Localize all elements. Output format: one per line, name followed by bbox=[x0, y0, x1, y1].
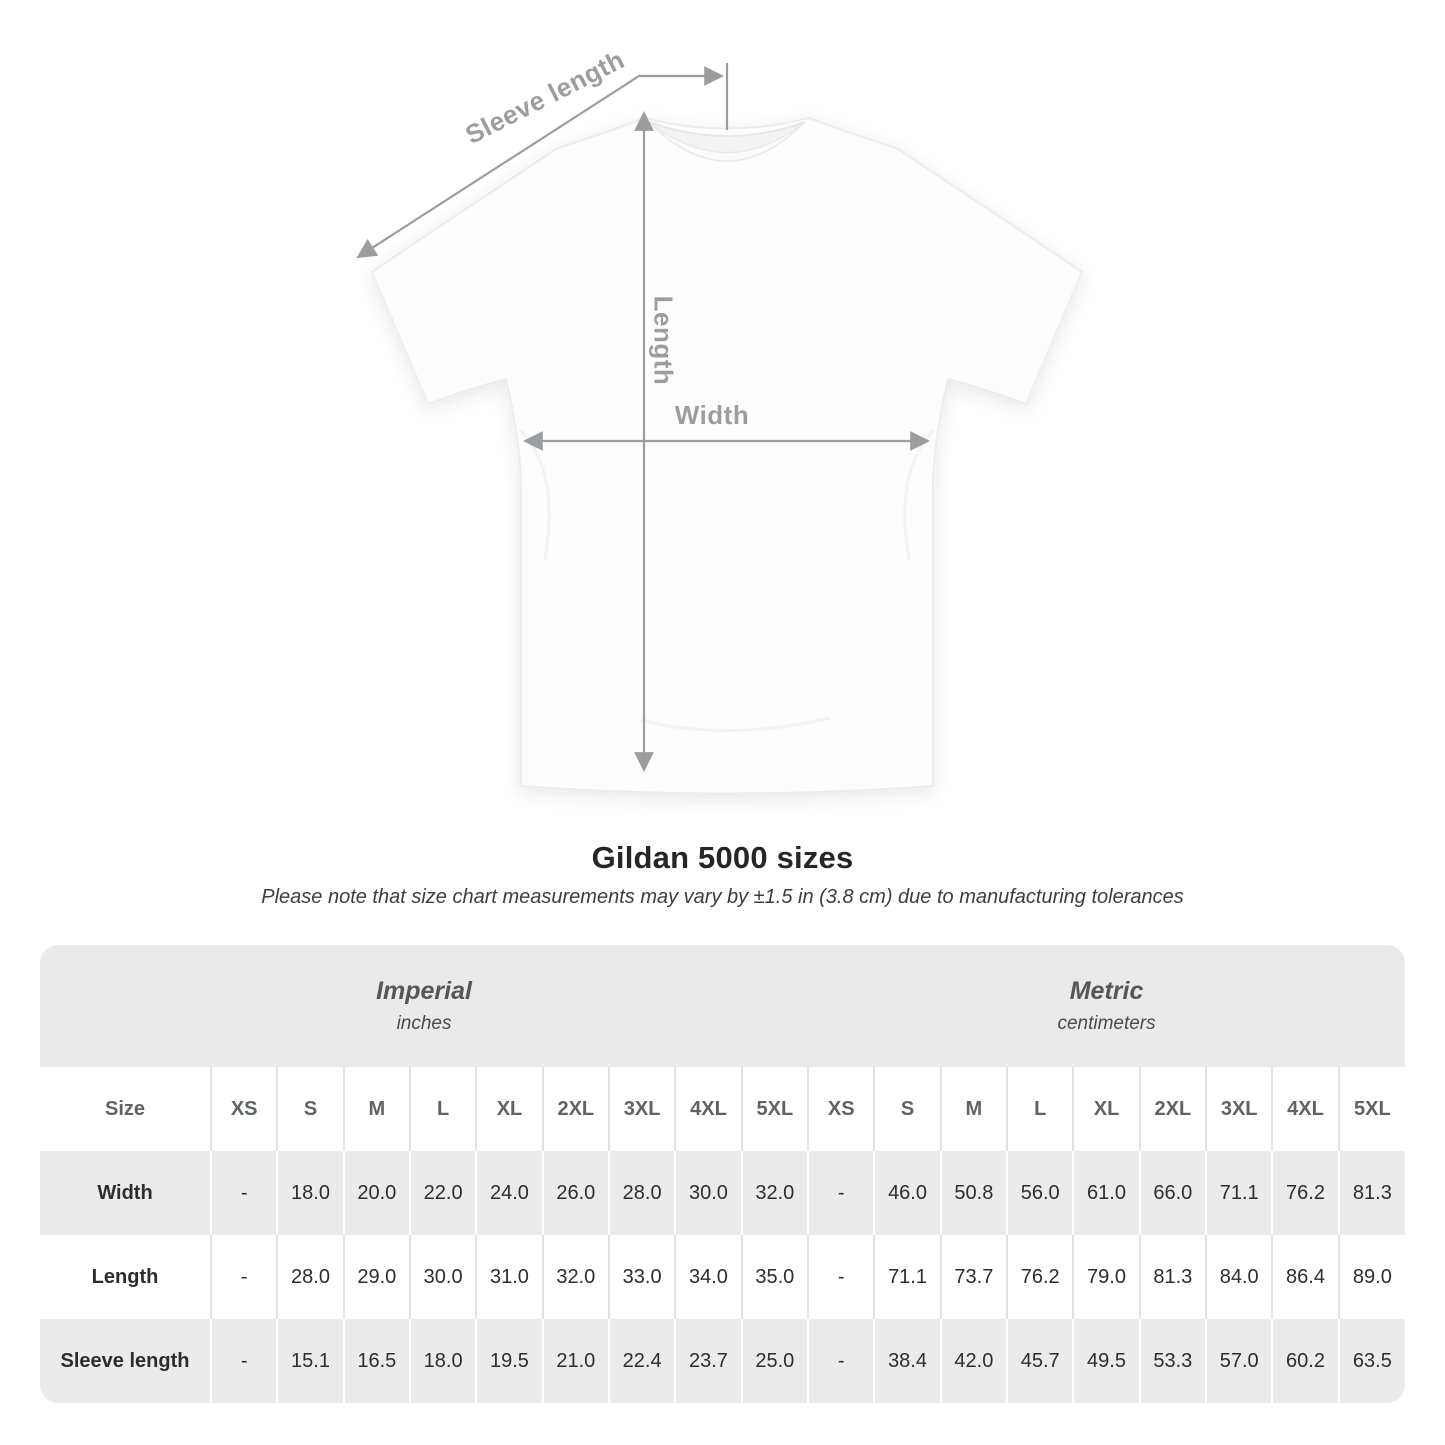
value-cell: 79.0 bbox=[1072, 1235, 1140, 1319]
value-cell: 18.0 bbox=[408, 1319, 477, 1403]
tshirt-shape bbox=[370, 116, 1084, 795]
size-header-cell: 2XL bbox=[541, 1067, 609, 1151]
value-cell: 18.0 bbox=[276, 1151, 344, 1235]
metric-label: Metric bbox=[1069, 977, 1144, 1005]
value-cell: 50.8 bbox=[939, 1151, 1008, 1235]
value-cell: 73.7 bbox=[939, 1235, 1008, 1319]
value-cell: - bbox=[807, 1151, 875, 1235]
value-cell: 22.4 bbox=[607, 1319, 676, 1403]
value-cell: 26.0 bbox=[541, 1151, 609, 1235]
value-cell: 81.3 bbox=[1337, 1151, 1405, 1235]
value-cell: 35.0 bbox=[740, 1235, 809, 1319]
value-cell: 57.0 bbox=[1205, 1319, 1273, 1403]
value-cell: 19.5 bbox=[475, 1319, 543, 1403]
value-cell: 71.1 bbox=[873, 1235, 941, 1319]
size-header-cell: M bbox=[342, 1067, 410, 1151]
value-cell: 30.0 bbox=[674, 1151, 742, 1235]
imperial-group-header: Imperial inches bbox=[40, 945, 809, 1067]
value-cell: 56.0 bbox=[1006, 1151, 1074, 1235]
value-cell: 22.0 bbox=[408, 1151, 477, 1235]
value-cell: 71.1 bbox=[1205, 1151, 1273, 1235]
table-row-length: Length - 28.0 29.0 30.0 31.0 32.0 33.0 3… bbox=[40, 1235, 1405, 1319]
row-label: Length bbox=[40, 1235, 211, 1319]
value-cell: - bbox=[209, 1319, 278, 1403]
size-header-cell: 4XL bbox=[674, 1067, 742, 1151]
value-cell: 30.0 bbox=[408, 1235, 477, 1319]
metric-group-header: Metric centimeters bbox=[808, 945, 1405, 1067]
value-cell: 25.0 bbox=[740, 1319, 809, 1403]
value-cell: 38.4 bbox=[873, 1319, 941, 1403]
value-cell: 76.2 bbox=[1006, 1235, 1074, 1319]
size-header-cell: L bbox=[1006, 1067, 1074, 1151]
value-cell: 21.0 bbox=[541, 1319, 609, 1403]
table-row-sleeve-length: Sleeve length - 15.1 16.5 18.0 19.5 21.0… bbox=[40, 1319, 1405, 1403]
size-header-cell: M bbox=[939, 1067, 1008, 1151]
size-header-cell: XS bbox=[807, 1067, 875, 1151]
row-label: Sleeve length bbox=[40, 1319, 211, 1403]
size-table: Imperial inches Metric centimeters Size … bbox=[40, 945, 1405, 1403]
size-column-header: Size bbox=[40, 1067, 211, 1151]
value-cell: 89.0 bbox=[1337, 1235, 1405, 1319]
length-label: Length bbox=[648, 295, 679, 386]
size-header-cell: L bbox=[408, 1067, 477, 1151]
value-cell: 32.0 bbox=[541, 1235, 609, 1319]
size-header-cell: 3XL bbox=[1205, 1067, 1273, 1151]
tshirt-illustration bbox=[356, 63, 1084, 795]
imperial-unit: inches bbox=[396, 1013, 452, 1034]
metric-unit: centimeters bbox=[1057, 1013, 1156, 1034]
caption: Gildan 5000 sizes Please note that size … bbox=[0, 840, 1445, 909]
tshirt-measurement-diagram: Sleeve length Length Width bbox=[356, 44, 1084, 795]
value-cell: - bbox=[807, 1319, 875, 1403]
value-cell: 28.0 bbox=[607, 1151, 676, 1235]
size-header-cell: 3XL bbox=[607, 1067, 676, 1151]
value-cell: 16.5 bbox=[342, 1319, 410, 1403]
value-cell: 32.0 bbox=[740, 1151, 809, 1235]
size-header-cell: XS bbox=[209, 1067, 278, 1151]
value-cell: 34.0 bbox=[674, 1235, 742, 1319]
value-cell: 33.0 bbox=[607, 1235, 676, 1319]
tolerance-note: Please note that size chart measurements… bbox=[261, 886, 1184, 908]
table-row-width: Width - 18.0 20.0 22.0 24.0 26.0 28.0 30… bbox=[40, 1151, 1405, 1235]
size-header-cell: 5XL bbox=[1337, 1067, 1405, 1151]
value-cell: 15.1 bbox=[276, 1319, 344, 1403]
value-cell: 84.0 bbox=[1205, 1235, 1273, 1319]
row-label: Width bbox=[40, 1151, 211, 1235]
value-cell: 61.0 bbox=[1072, 1151, 1140, 1235]
value-cell: - bbox=[807, 1235, 875, 1319]
value-cell: 86.4 bbox=[1271, 1235, 1339, 1319]
value-cell: 76.2 bbox=[1271, 1151, 1339, 1235]
value-cell: 49.5 bbox=[1072, 1319, 1140, 1403]
value-cell: - bbox=[209, 1151, 278, 1235]
size-header-row: Size XS S M L XL 2XL 3XL 4XL 5XL XS S M … bbox=[40, 1067, 1405, 1151]
value-cell: 45.7 bbox=[1006, 1319, 1074, 1403]
value-cell: 24.0 bbox=[475, 1151, 543, 1235]
value-cell: 66.0 bbox=[1138, 1151, 1207, 1235]
value-cell: 31.0 bbox=[475, 1235, 543, 1319]
size-header-cell: S bbox=[873, 1067, 941, 1151]
value-cell: 81.3 bbox=[1138, 1235, 1207, 1319]
size-header-cell: XL bbox=[1072, 1067, 1140, 1151]
page-title: Gildan 5000 sizes bbox=[591, 840, 854, 875]
value-cell: 53.3 bbox=[1138, 1319, 1207, 1403]
width-label: Width bbox=[674, 400, 750, 430]
value-cell: 20.0 bbox=[342, 1151, 410, 1235]
value-cell: 60.2 bbox=[1271, 1319, 1339, 1403]
size-header-cell: 2XL bbox=[1138, 1067, 1207, 1151]
sleeve-length-arrow bbox=[356, 63, 729, 259]
size-header-cell: XL bbox=[475, 1067, 543, 1151]
unit-group-row: Imperial inches Metric centimeters bbox=[40, 945, 1405, 1067]
size-header-cell: S bbox=[276, 1067, 344, 1151]
value-cell: 63.5 bbox=[1337, 1319, 1405, 1403]
value-cell: 23.7 bbox=[674, 1319, 742, 1403]
value-cell: 28.0 bbox=[276, 1235, 344, 1319]
size-header-cell: 4XL bbox=[1271, 1067, 1339, 1151]
value-cell: - bbox=[209, 1235, 278, 1319]
imperial-label: Imperial bbox=[376, 977, 472, 1005]
value-cell: 29.0 bbox=[342, 1235, 410, 1319]
value-cell: 42.0 bbox=[939, 1319, 1008, 1403]
value-cell: 46.0 bbox=[873, 1151, 941, 1235]
size-header-cell: 5XL bbox=[740, 1067, 809, 1151]
